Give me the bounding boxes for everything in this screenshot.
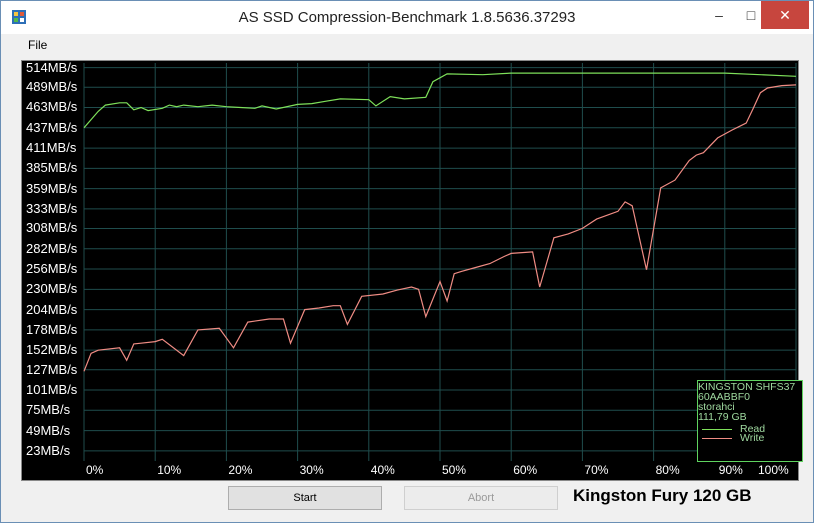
maximize-button[interactable]: □ — [746, 7, 756, 23]
x-tick-label: 40% — [370, 463, 395, 477]
y-tick-label: 101MB/s — [26, 381, 78, 397]
legend-model: KINGSTON SHFS37 — [698, 381, 796, 393]
y-tick-label: 437MB/s — [26, 119, 78, 135]
legend-write-label: Write — [740, 432, 765, 444]
x-tick-label: 10% — [157, 463, 182, 477]
legend-firmware: 60AABBF0 — [698, 391, 750, 403]
y-tick-label: 308MB/s — [26, 220, 78, 236]
y-tick-label: 204MB/s — [26, 301, 78, 317]
y-tick-label: 385MB/s — [26, 160, 78, 176]
y-tick-label: 463MB/s — [26, 99, 78, 115]
legend-write-swatch — [702, 438, 732, 439]
x-tick-label: 60% — [513, 463, 538, 477]
drive-caption: Kingston Fury 120 GB — [573, 486, 752, 505]
close-button[interactable]: ✕ — [761, 1, 809, 29]
legend-read-swatch — [702, 429, 732, 430]
legend-read-label: Read — [740, 423, 766, 435]
x-tick-label: 30% — [299, 463, 324, 477]
y-tick-label: 152MB/s — [26, 342, 78, 358]
legend-driver: storahci — [698, 401, 735, 413]
y-tick-label: 49MB/s — [26, 422, 71, 438]
series-line-read — [83, 72, 797, 129]
drive-info-legend: KINGSTON SHFS37 60AABBF0 storahci 111,79… — [697, 380, 803, 462]
x-tick-label: 80% — [655, 463, 680, 477]
x-tick-label: 20% — [228, 463, 253, 477]
y-tick-label: 256MB/s — [26, 261, 78, 277]
y-tick-label: 411MB/s — [26, 140, 77, 156]
menu-bar: File — [1, 34, 813, 56]
y-tick-label: 75MB/s — [26, 402, 71, 418]
benchmark-chart: 514MB/s 489MB/s 463MB/s 437MB/s 411MB/s 385MB… — [21, 59, 803, 481]
chart-canvas — [83, 63, 797, 461]
y-tick-label: 514MB/s — [26, 59, 78, 75]
y-tick-label: 178MB/s — [26, 321, 78, 337]
y-tick-label: 23MB/s — [26, 442, 71, 458]
title-bar[interactable]: AS SSD Compression-Benchmark 1.8.5636.37… — [1, 1, 813, 34]
y-tick-label: 489MB/s — [26, 79, 78, 95]
start-button[interactable]: Start — [228, 486, 382, 510]
y-tick-label: 282MB/s — [26, 240, 78, 256]
abort-button[interactable]: Abort — [404, 486, 558, 510]
series-line-write — [83, 84, 797, 372]
y-tick-label: 127MB/s — [26, 361, 78, 377]
y-tick-label: 359MB/s — [26, 180, 78, 196]
y-tick-label: 333MB/s — [26, 200, 78, 216]
x-tick-label: 0% — [86, 463, 104, 477]
menu-file[interactable]: File — [28, 38, 48, 52]
x-tick-label: 90% — [718, 463, 743, 477]
window-title: AS SSD Compression-Benchmark 1.8.5636.37… — [238, 9, 576, 26]
x-tick-label: 70% — [584, 463, 609, 477]
minimize-button[interactable]: – — [715, 7, 723, 23]
x-tick-label: 100% — [758, 463, 789, 477]
app-icon — [12, 10, 26, 24]
legend-capacity: 111,79 GB — [698, 411, 747, 423]
x-tick-label: 50% — [442, 463, 467, 477]
y-tick-label: 230MB/s — [26, 281, 78, 297]
